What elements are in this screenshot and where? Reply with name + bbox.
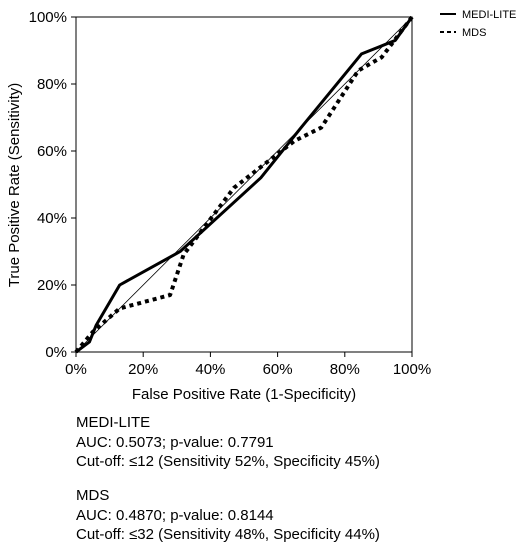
- y-tick-label: 40%: [37, 210, 67, 227]
- mds-roc-curve: [74, 15, 414, 354]
- x-tick-label: 20%: [128, 361, 158, 378]
- y-axis-title: True Positive Rate (Sensitivity): [6, 83, 23, 288]
- y-tick-label: 60%: [37, 143, 67, 160]
- x-tick-label: 80%: [330, 361, 360, 378]
- legend: MEDI-LITE MDS: [440, 9, 516, 39]
- medi-lite-cutoff-text: Cut-off: ≤12 (Sensitivity 52%, Specifici…: [76, 453, 380, 470]
- y-tick-label: 80%: [37, 76, 67, 93]
- x-tick-label: 100%: [393, 361, 431, 378]
- mds-cutoff-text: Cut-off: ≤32 (Sensitivity 48%, Specifici…: [76, 526, 380, 543]
- medi-lite-stats-block: MEDI-LITE AUC: 0.5073; p-value: 0.7791 C…: [76, 413, 380, 472]
- y-tick-label: 0%: [45, 344, 67, 361]
- y-tick-label: 20%: [37, 277, 67, 294]
- mds-auc-text: AUC: 0.4870; p-value: 0.8144: [76, 506, 274, 524]
- x-tick-label: 60%: [263, 361, 293, 378]
- roc-chart: 0% 20% 40% 60% 80% 100% 0% 20% 40% 60% 80% 100% Fa…: [6, 9, 516, 403]
- x-tick-label: 40%: [195, 361, 225, 378]
- plot-frame: [75, 16, 413, 353]
- medi-lite-auc-text: AUC: 0.5073; p-value: 0.7791: [76, 433, 274, 451]
- legend-label-medi-lite: MEDI-LITE: [462, 9, 516, 21]
- x-tick-label: 0%: [65, 361, 87, 378]
- medi-lite-stats-title: MEDI-LITE: [76, 414, 151, 431]
- legend-label-mds: MDS: [462, 27, 486, 39]
- x-axis-title: False Positive Rate (1-Specificity): [132, 386, 356, 403]
- mds-stats-block: MDS AUC: 0.4870; p-value: 0.8144 Cut-off…: [76, 486, 380, 545]
- mds-stats-title: MDS: [76, 487, 110, 504]
- y-tick-label: 100%: [29, 9, 67, 26]
